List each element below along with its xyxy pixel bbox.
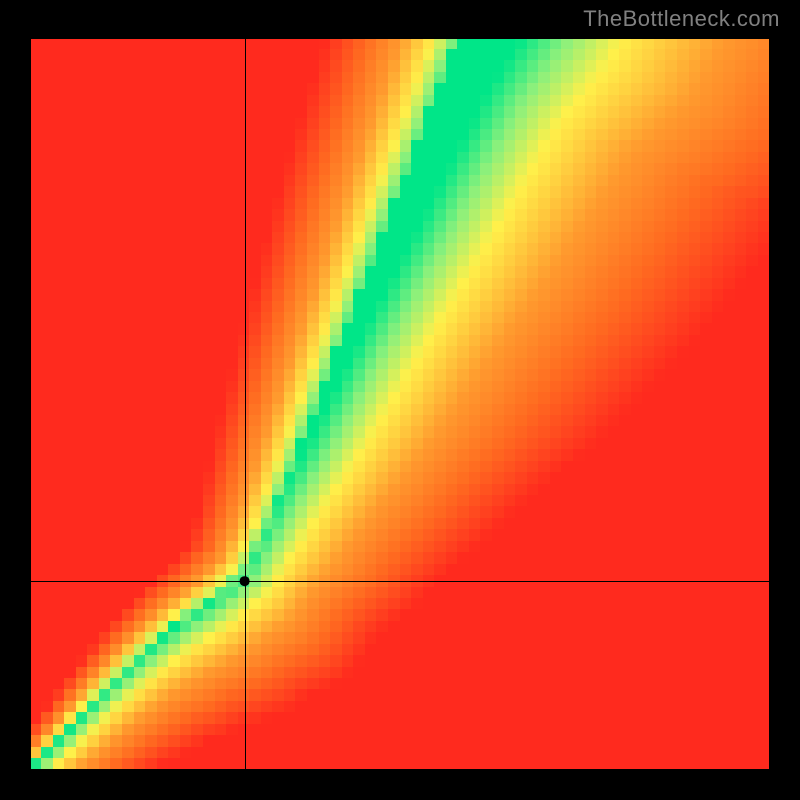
heatmap-canvas bbox=[0, 0, 800, 800]
watermark-text: TheBottleneck.com bbox=[583, 6, 780, 32]
chart-container: TheBottleneck.com bbox=[0, 0, 800, 800]
